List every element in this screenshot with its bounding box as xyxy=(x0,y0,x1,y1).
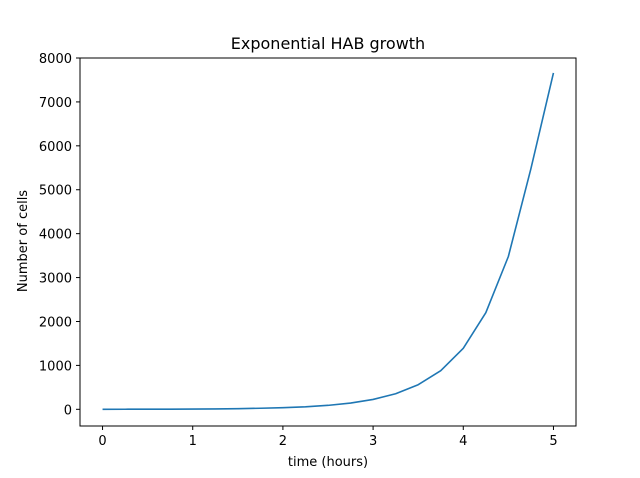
x-tick-label: 4 xyxy=(459,434,467,449)
y-tick-label: 8000 xyxy=(39,52,72,67)
series-line-0 xyxy=(102,72,555,411)
x-tick-label: 5 xyxy=(549,434,557,449)
plot-area xyxy=(102,72,555,411)
x-tick-label: 1 xyxy=(189,434,197,449)
y-tick-label: 6000 xyxy=(39,140,72,155)
x-tick-label: 0 xyxy=(98,434,106,449)
chart-title: Exponential HAB growth xyxy=(231,34,425,53)
y-axis-label: Number of cells xyxy=(16,190,31,292)
y-tick-label: 1000 xyxy=(39,359,72,374)
x-tick-label: 3 xyxy=(369,434,377,449)
y-tick-label: 4000 xyxy=(39,228,72,243)
y-tick-label: 0 xyxy=(64,403,72,418)
x-tick-label: 2 xyxy=(279,434,287,449)
y-tick-label: 7000 xyxy=(39,96,72,111)
y-tick-label: 2000 xyxy=(39,315,72,330)
x-axis-label: time (hours) xyxy=(288,455,368,470)
plot-frame xyxy=(79,57,577,427)
y-tick-label: 3000 xyxy=(39,272,72,287)
y-tick-label: 5000 xyxy=(39,184,72,199)
x-axis: 0 1 2 3 4 5 xyxy=(98,426,558,449)
y-axis: 0 1000 2000 3000 4000 5000 6000 7000 8000 xyxy=(39,52,80,418)
